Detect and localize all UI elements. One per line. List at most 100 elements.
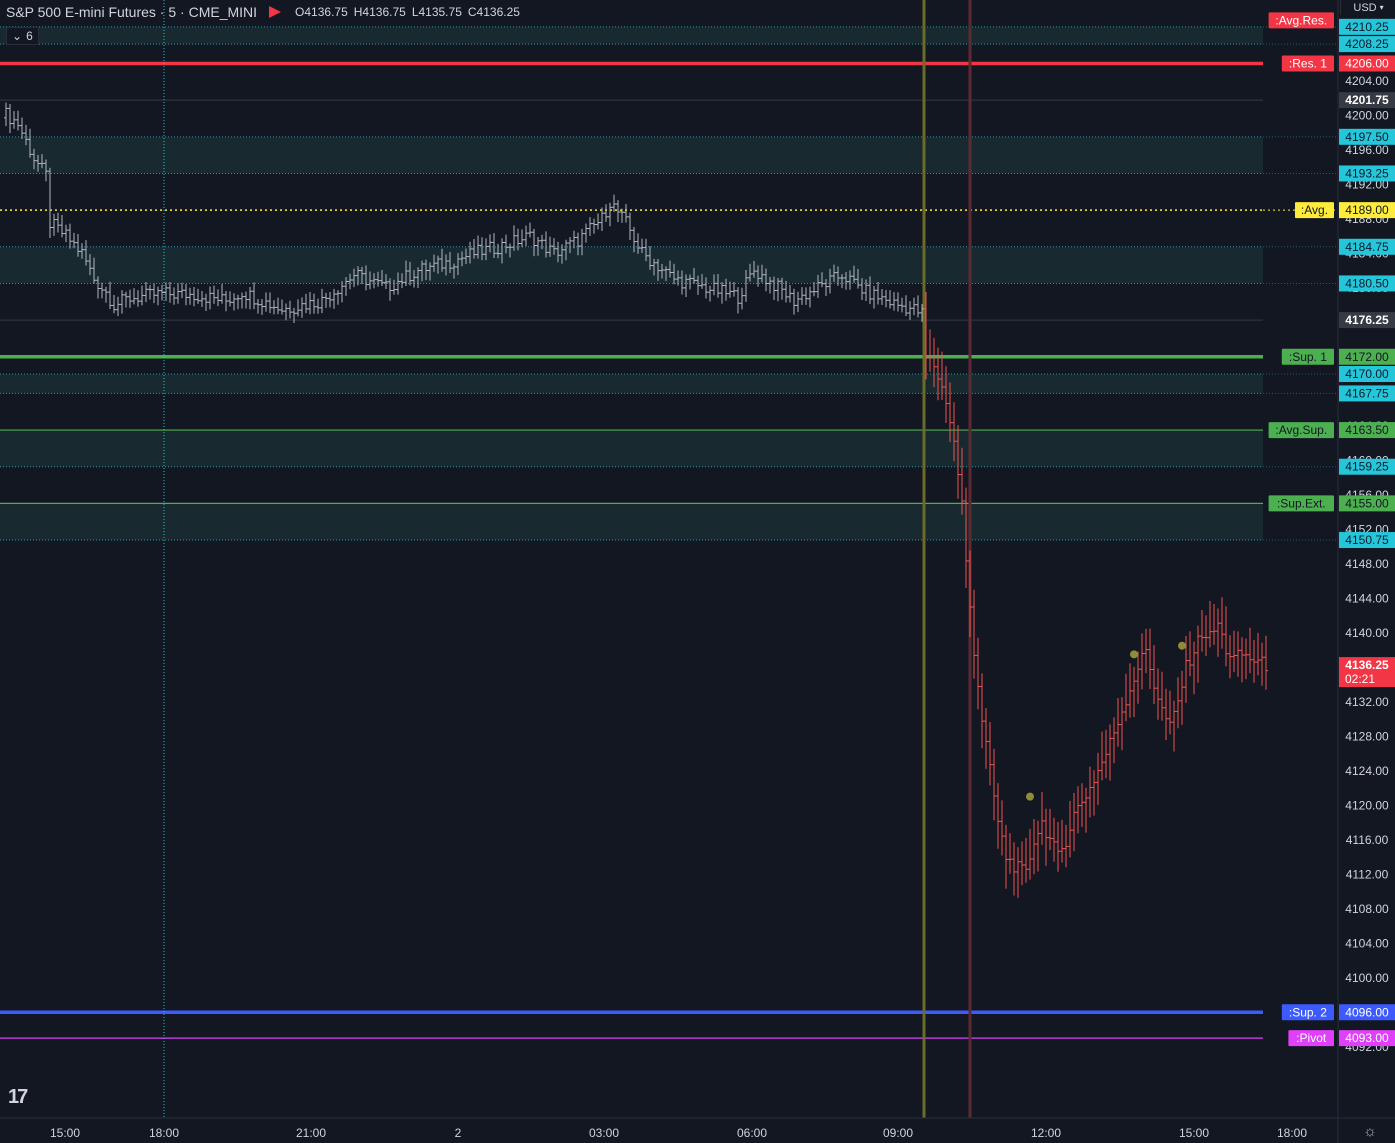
ohlc-bar — [580, 228, 584, 256]
ohlc-bar — [264, 292, 268, 312]
level-label: :Sup. 1 — [1289, 350, 1327, 364]
ohlc-bar — [740, 287, 744, 310]
ohlc-bar — [1236, 631, 1240, 677]
ohlc-bar — [1264, 635, 1268, 690]
ohlc-bar — [840, 274, 844, 289]
ohlc-bar — [1092, 770, 1096, 816]
ohlc-bar — [832, 264, 836, 282]
ohlc-bar — [260, 299, 264, 315]
zone-price-tag-bg — [1339, 128, 1395, 145]
ohlc-bar — [1080, 783, 1084, 827]
ohlc-bar — [868, 276, 872, 305]
ohlc-bar — [1232, 630, 1236, 673]
ohlc-bar — [744, 270, 748, 302]
level-price-tag-bg — [1339, 422, 1395, 439]
ohlc-bar — [1240, 637, 1244, 683]
ohlc-bar — [608, 202, 612, 227]
ohlc-bar — [400, 273, 404, 289]
ohlc-bar — [1008, 833, 1012, 874]
currency-button[interactable]: USD ▾ — [1340, 0, 1395, 15]
ohlc-bar — [16, 110, 20, 131]
ohlc-bar — [108, 281, 112, 310]
ohlc-bar — [992, 748, 996, 821]
ohlc-bar — [272, 300, 276, 315]
ohlc-bar — [640, 238, 644, 254]
last-price-bg — [1339, 657, 1395, 688]
tradingview-logo-icon[interactable]: 17 — [8, 1086, 28, 1108]
level-label: :Avg.Res. — [1275, 13, 1327, 27]
ohlc-bar — [652, 258, 656, 276]
settings-gear-icon[interactable]: ☼ — [1363, 1123, 1377, 1140]
ohlc-bar — [164, 282, 168, 301]
zone-price-tag-bg — [1339, 18, 1395, 35]
currency-label: USD — [1353, 1, 1377, 14]
x-tick-label: 18:00 — [149, 1126, 179, 1140]
ohlc-bar — [224, 291, 228, 312]
level-price-tag: 4163.50 — [1345, 423, 1389, 437]
ohlc-bar — [852, 265, 856, 283]
ohlc-bar — [404, 260, 408, 286]
zone-price-tag-bg — [1339, 238, 1395, 255]
ohlc-bar — [900, 297, 904, 313]
ohlc-bar — [1084, 787, 1088, 833]
ohlc-bar — [760, 264, 764, 283]
ohlc-bar — [996, 783, 1000, 849]
ohlc-bar — [1172, 700, 1176, 752]
flag-icon[interactable] — [269, 6, 282, 18]
ohlc-bar — [1032, 818, 1036, 875]
ohlc-bar — [336, 290, 340, 305]
ohlc-bar — [1164, 688, 1168, 741]
ohlc-bar — [428, 262, 432, 281]
ohlc-bar — [1188, 631, 1192, 677]
ohlc-bar — [548, 236, 552, 257]
level-label: :Sup. 2 — [1289, 1005, 1327, 1019]
ohlc-bar — [412, 270, 416, 288]
signal-dot — [1026, 792, 1034, 801]
ohlc-bar — [968, 550, 972, 638]
x-tick-label: 15:00 — [50, 1126, 80, 1140]
y-tick-label: 4128.00 — [1345, 729, 1389, 743]
ohlc-bar — [524, 225, 528, 247]
ohlc-bar — [628, 212, 632, 241]
ohlc-bar — [540, 234, 544, 250]
ohlc-bar — [32, 148, 36, 170]
ohlc-bar — [1096, 752, 1100, 806]
ohlc-bar — [476, 235, 480, 259]
ohlc-bar — [1156, 668, 1160, 720]
ohlc-bar — [432, 254, 436, 272]
ohlc-bar — [696, 275, 700, 295]
zone-price-tag: 4170.00 — [1345, 367, 1389, 381]
ohlc-bar — [1052, 817, 1056, 862]
level-label: :Avg.Sup. — [1275, 423, 1327, 437]
ohlc-bar — [556, 241, 560, 263]
signal-dot — [1130, 650, 1138, 659]
open-value: O4136.75 — [295, 5, 348, 19]
ohlc-bar — [1104, 729, 1108, 779]
ohlc-bar — [576, 232, 580, 256]
level-label-bg — [1281, 348, 1334, 365]
ohlc-bar — [824, 279, 828, 297]
ohlc-bar — [720, 282, 724, 304]
y-tick-label: 4104.00 — [1345, 936, 1389, 950]
ohlc-bar — [116, 296, 120, 316]
ohlc-bar — [12, 111, 16, 129]
indicators-collapse-button[interactable]: ⌄ 6 — [6, 27, 39, 45]
ohlc-bar — [444, 254, 448, 276]
ohlc-bar — [804, 287, 808, 305]
ohlc-bar — [296, 299, 300, 317]
ohlc-bar — [1228, 635, 1232, 679]
indicators-count: 6 — [26, 29, 33, 43]
legend-bar: S&P 500 E-mini Futures · 5 · CME_MINI O4… — [6, 3, 520, 21]
ohlc-bar — [252, 282, 256, 310]
x-tick-label: 21:00 — [296, 1126, 326, 1140]
symbol-title[interactable]: S&P 500 E-mini Futures · 5 · CME_MINI — [6, 4, 258, 20]
ohlc-bar — [860, 278, 864, 300]
ohlc-bar — [872, 285, 876, 309]
ohlc-bar — [664, 266, 668, 281]
ohlc-bar — [728, 281, 732, 298]
ohlc-bar — [704, 277, 708, 299]
ohlc-bar — [944, 366, 948, 424]
ohlc-bar — [416, 267, 420, 288]
ohlc-bar — [1108, 724, 1112, 781]
